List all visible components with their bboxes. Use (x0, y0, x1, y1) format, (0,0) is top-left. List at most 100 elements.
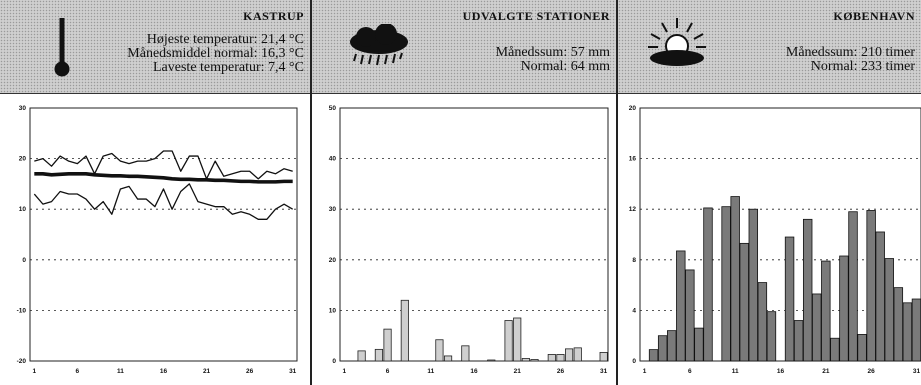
rain-bar (461, 345, 470, 362)
sun-bar (830, 337, 840, 362)
sun-bar (721, 206, 731, 362)
rain-ytick-label: 0 (332, 358, 336, 365)
rain-bar (547, 354, 556, 362)
temp-ytick-label: -10 (17, 307, 27, 314)
sun-bar (839, 255, 849, 362)
sun-xtick-label: 31 (913, 368, 921, 375)
rain-xtick-label: 6 (386, 368, 390, 375)
rain-bar (513, 317, 522, 362)
rain-bar (443, 355, 453, 362)
rain-panel: Udvalgte stationer Månedssum: 57 mm Norm… (312, 0, 618, 385)
rain-bar (573, 347, 582, 362)
sun-bar (857, 334, 867, 362)
temp-xtick-label: 26 (246, 368, 254, 375)
temperature-header: Kastrup Højeste temperatur: 21,4 °C Måne… (0, 0, 310, 94)
rain-bar (374, 348, 383, 362)
rain-bar (521, 358, 530, 362)
temp-series-line-0 (34, 150, 293, 180)
sun-stats: Månedssum: 210 timer Normal: 233 timer (786, 46, 915, 74)
sun-bar (694, 327, 704, 362)
sun-bar (893, 287, 904, 362)
temp-ytick-label: 10 (19, 206, 27, 213)
temp-xtick-label: 11 (117, 368, 124, 375)
sun-title: København (833, 9, 915, 23)
temperature-title: Kastrup (243, 9, 304, 23)
temp-xtick-label: 1 (32, 368, 36, 375)
rain-xtick-label: 21 (514, 368, 522, 375)
rain-bar (565, 348, 574, 362)
rain-title: Udvalgte stationer (462, 9, 610, 23)
sun-bar (802, 218, 813, 362)
rain-bar (556, 354, 565, 362)
sun-xtick-label: 1 (643, 368, 647, 375)
rain-xtick-label: 11 (427, 368, 434, 375)
rain-stats: Månedssum: 57 mm Normal: 64 mm (496, 46, 610, 74)
sun-bar (748, 208, 759, 362)
sun-bar (821, 260, 831, 362)
temp-xtick-label: 6 (76, 368, 80, 375)
sun-bar (875, 231, 885, 362)
sun-bar (757, 282, 768, 362)
stat-mean: Månedsmiddel normal: 16,3 °C (127, 46, 304, 61)
sun-bar (911, 298, 921, 362)
temp-xtick-label: 16 (160, 368, 168, 375)
sun-ytick-label: 12 (629, 206, 637, 213)
temp-plot-frame (29, 107, 298, 362)
rain-xtick-label: 26 (557, 368, 565, 375)
sun-bar (676, 250, 686, 362)
sun-bar (730, 196, 740, 362)
sun-bar (657, 335, 668, 362)
sun-behind-cloud-icon (648, 18, 706, 66)
temp-series-line-1 (34, 171, 293, 184)
sun-ytick-label: 20 (629, 105, 637, 112)
rain-bar (599, 351, 608, 362)
sun-plot-frame (639, 107, 921, 362)
sun-bar (784, 236, 795, 362)
temp-ytick-label: 30 (19, 105, 27, 112)
rain-bar (383, 328, 392, 362)
rain-xtick-label: 31 (600, 368, 608, 375)
rain-ytick-label: 50 (329, 105, 337, 112)
rain-header: Udvalgte stationer Månedssum: 57 mm Norm… (312, 0, 616, 94)
stat-sun-normal: Normal: 233 timer (810, 59, 915, 74)
temp-series-line-2 (33, 183, 294, 220)
sun-bar (884, 258, 894, 362)
sun-bar (793, 320, 804, 362)
sun-bar (648, 349, 659, 362)
sun-bar (667, 330, 677, 362)
temperature-stats: Højeste temperatur: 21,4 °C Månedsmiddel… (127, 33, 304, 75)
rain-bar (435, 339, 444, 362)
sun-xtick-label: 21 (822, 368, 830, 375)
thermometer-icon (54, 18, 70, 77)
stat-rain-normal: Normal: 64 mm (520, 59, 610, 74)
sun-xtick-label: 6 (688, 368, 692, 375)
temperature-panel: Kastrup Højeste temperatur: 21,4 °C Måne… (0, 0, 312, 385)
temp-xtick-label: 31 (289, 368, 297, 375)
sun-bar (739, 242, 749, 362)
rain-ytick-label: 40 (329, 156, 337, 163)
rain-ytick-label: 10 (329, 307, 337, 314)
sun-ytick-label: 8 (632, 257, 636, 264)
stat-high: Højeste temperatur: 21,4 °C (146, 32, 304, 47)
rain-bar (504, 320, 513, 362)
rain-bar (487, 359, 496, 362)
sun-bar (848, 211, 858, 362)
rain-cloud-icon (350, 24, 408, 66)
temp-ytick-label: -20 (17, 358, 27, 365)
rain-bar (400, 299, 409, 362)
sun-panel: København Månedssum: 210 timer Normal: 2… (618, 0, 921, 385)
stat-rain-sum: Månedssum: 57 mm (495, 45, 610, 60)
sun-ytick-label: 0 (632, 358, 636, 365)
rain-bar (530, 359, 539, 362)
sun-xtick-label: 16 (777, 368, 785, 375)
sun-bar (812, 293, 822, 362)
sun-xtick-label: 11 (732, 368, 739, 375)
stat-sun-sum: Månedssum: 210 timer (785, 45, 915, 60)
sun-bar (866, 210, 876, 362)
stat-low: Laveste temperatur: 7,4 °C (153, 60, 304, 75)
rain-bar (357, 350, 366, 362)
sun-bar (902, 302, 913, 362)
rain-xtick-label: 16 (470, 368, 478, 375)
